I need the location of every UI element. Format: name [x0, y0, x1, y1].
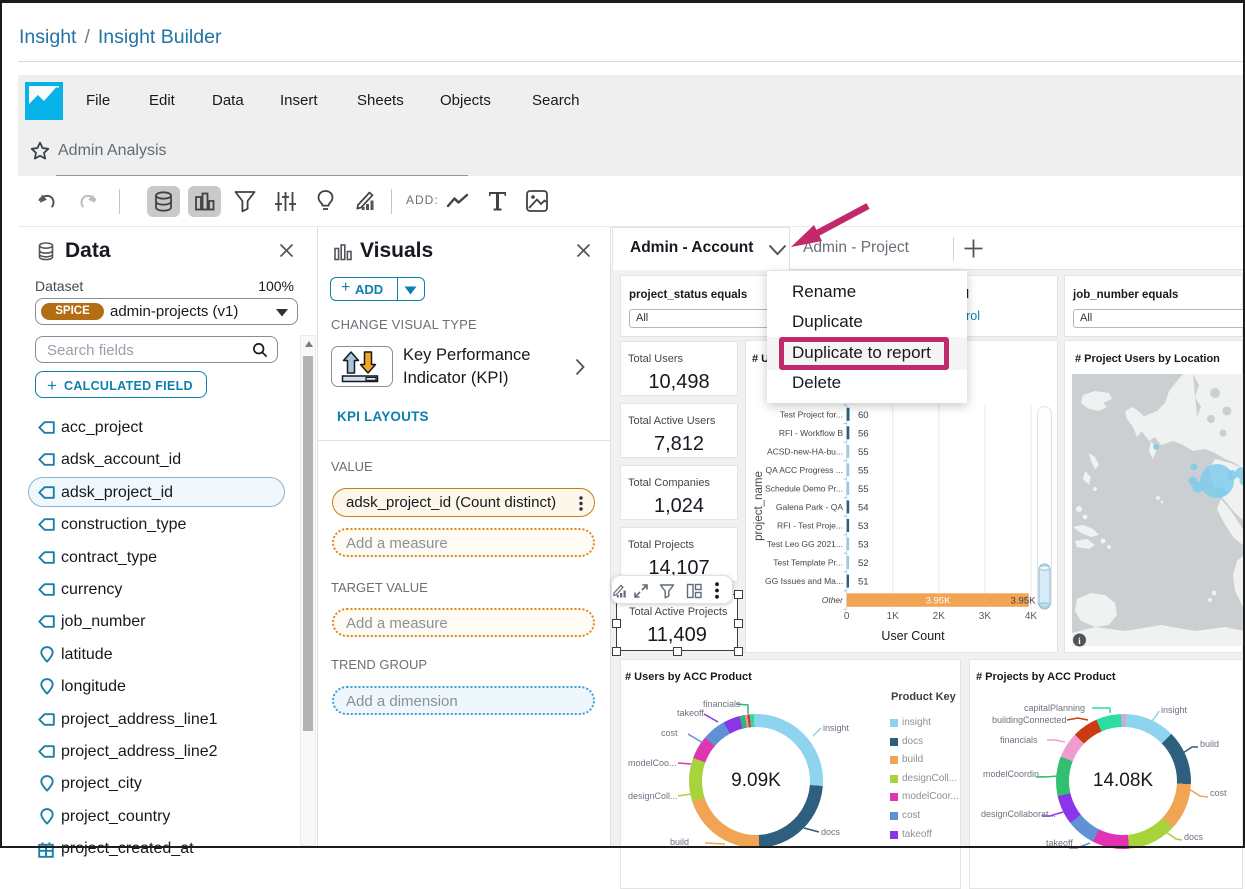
svg-text:4K: 4K: [1025, 611, 1038, 622]
svg-text:3.95K: 3.95K: [926, 596, 951, 607]
svg-text:ACSD-new-HA-bu...: ACSD-new-HA-bu...: [767, 446, 843, 456]
svg-text:60: 60: [858, 410, 869, 421]
svg-text:0: 0: [844, 611, 850, 622]
svg-text:User Count: User Count: [881, 629, 945, 643]
svg-text:3.95K: 3.95K: [1011, 596, 1036, 607]
svg-text:55: 55: [858, 447, 869, 458]
svg-text:52: 52: [858, 558, 869, 569]
svg-text:Test Leo GG 2021...: Test Leo GG 2021...: [767, 539, 843, 549]
svg-text:i: i: [1078, 637, 1081, 647]
svg-text:Test Project for...: Test Project for...: [780, 409, 843, 419]
svg-text:Galena Park - QA: Galena Park - QA: [776, 502, 843, 512]
svg-text:GG Issues and Ma...: GG Issues and Ma...: [765, 576, 843, 586]
svg-text:54: 54: [858, 502, 869, 513]
svg-text:1K: 1K: [887, 611, 900, 622]
svg-text:56: 56: [858, 428, 869, 439]
svg-text:51: 51: [858, 577, 869, 588]
svg-text:3K: 3K: [979, 611, 992, 622]
svg-text:RFI - Workflow B: RFI - Workflow B: [779, 428, 843, 438]
svg-text:53: 53: [858, 540, 869, 551]
svg-text:Other: Other: [822, 595, 844, 605]
svg-text:Test Template Pr...: Test Template Pr...: [773, 558, 843, 568]
svg-text:Schedule Demo Pr...: Schedule Demo Pr...: [765, 483, 843, 493]
svg-text:55: 55: [858, 465, 869, 476]
svg-text:# Project Users by Location: # Project Users by Location: [1075, 353, 1220, 365]
svg-text:project_name: project_name: [753, 471, 765, 541]
svg-text:QA ACC Progress ...: QA ACC Progress ...: [766, 465, 843, 475]
svg-text:2K: 2K: [933, 611, 946, 622]
svg-text:55: 55: [858, 484, 869, 495]
svg-text:53: 53: [858, 521, 869, 532]
svg-text:RFI - Test Proje...: RFI - Test Proje...: [777, 521, 843, 531]
